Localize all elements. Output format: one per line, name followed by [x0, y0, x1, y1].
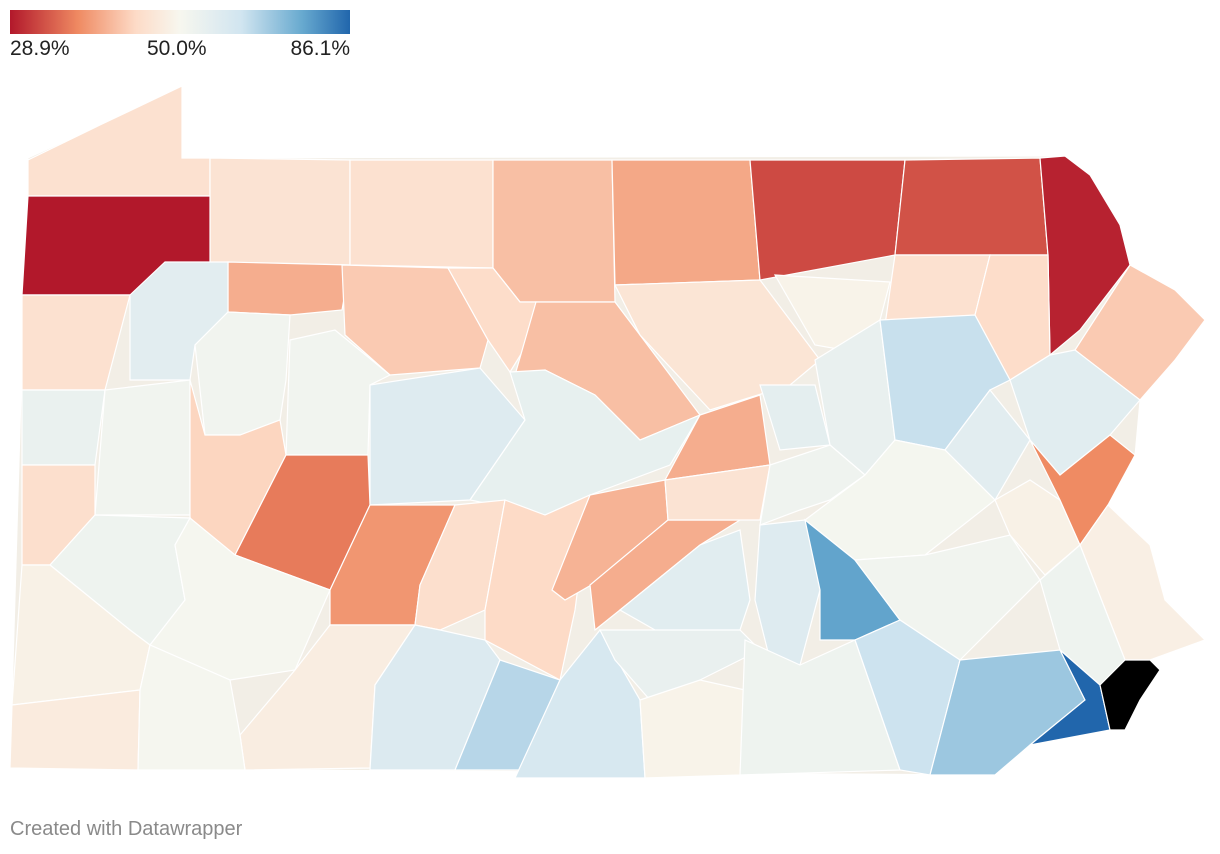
county-fayette: [137, 644, 246, 771]
county-northampton: [1029, 434, 1136, 547]
datawrapper-credit: Created with Datawrapper: [10, 818, 243, 840]
county-cumberland: [599, 629, 762, 701]
county-forest: [227, 261, 351, 316]
county-warren: [209, 157, 351, 266]
county-tioga: [611, 159, 761, 286]
county-potter: [492, 159, 616, 303]
legend-gradient-bar: [10, 10, 350, 34]
county-centre: [468, 369, 702, 516]
county-susquehanna: [894, 157, 1049, 256]
legend-min-label: 28.9%: [10, 37, 70, 60]
county-butler: [94, 379, 191, 516]
legend-mid-label: 50.0%: [147, 37, 207, 60]
county-huntingdon: [484, 494, 591, 681]
county-lawrence: [21, 389, 106, 466]
county-snyder: [664, 464, 771, 521]
county-mckean: [349, 159, 494, 269]
county-adams: [639, 679, 746, 779]
county-philadelphia: [1099, 659, 1161, 731]
legend-labels: 28.9% 50.0% 86.1%: [10, 37, 350, 65]
county-erie: [27, 85, 211, 197]
color-legend: 28.9% 50.0% 86.1%: [10, 10, 350, 65]
legend-max-label: 86.1%: [290, 37, 350, 60]
county-clarion: [194, 311, 291, 436]
county-delaware: [1029, 649, 1111, 746]
